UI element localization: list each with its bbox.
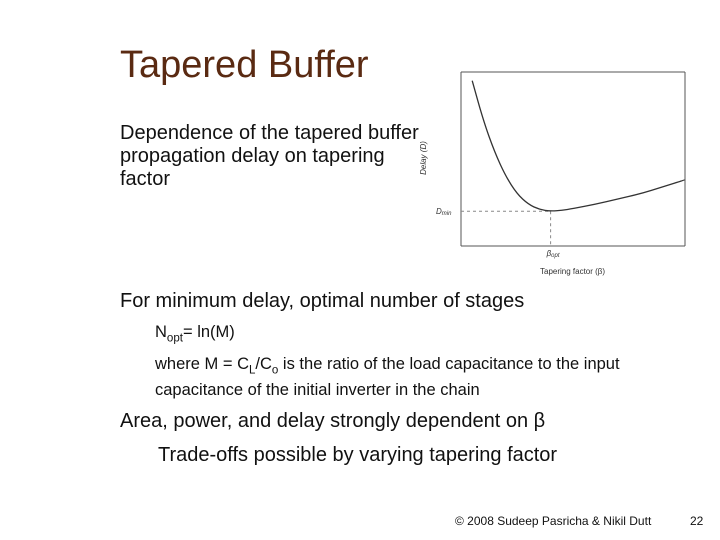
bullet-area-power-delay: Area, power, and delay strongly dependen… xyxy=(120,410,680,433)
tradeoffs-text: Trade-offs possible by varying tapering … xyxy=(158,444,558,466)
nopt-subscript: opt xyxy=(166,332,183,345)
page-number: 22 xyxy=(690,514,704,528)
bullet-dependence-text: Dependence of the tapered buffer propaga… xyxy=(120,122,419,190)
where-c: /C xyxy=(255,355,272,373)
nopt-main: N xyxy=(155,323,167,341)
bullet-dependence: Dependence of the tapered buffer propaga… xyxy=(120,122,420,191)
nopt-rest: = ln(M) xyxy=(182,323,235,341)
slide-title: Tapered Buffer xyxy=(120,44,369,86)
delay-vs-tapering-chart: Delay (D) Dmin βopt Tapering factor (β) xyxy=(419,71,686,276)
y-axis-label: Delay (D) xyxy=(419,141,428,175)
bopt-label: βopt xyxy=(546,249,560,259)
x-axis-label: Tapering factor (β) xyxy=(540,267,605,276)
where-cl-sub: L xyxy=(249,364,256,377)
delay-curve xyxy=(471,80,686,212)
subbullet-tradeoffs: Trade-offs possible by varying tapering … xyxy=(158,444,678,467)
footer-copyright: © 2008 Sudeep Pasricha & Nikil Dutt xyxy=(455,514,652,528)
where-a: where M = C xyxy=(155,355,249,373)
bullet-minimum-delay: For minimum delay, optimal number of sta… xyxy=(120,290,680,313)
dmin-label: Dmin xyxy=(436,207,452,217)
subbullet-where: where M = CL/Co is the ratio of the load… xyxy=(155,354,675,400)
where-co-sub: o xyxy=(271,364,279,377)
where-e: is the ratio of the load capacitance to … xyxy=(155,355,620,400)
subbullet-nopt: Nopt= ln(M) xyxy=(155,322,675,348)
bullet-area-power-delay-text: Area, power, and delay strongly dependen… xyxy=(120,410,546,432)
bullet-minimum-delay-text: For minimum delay, optimal number of sta… xyxy=(120,290,525,312)
